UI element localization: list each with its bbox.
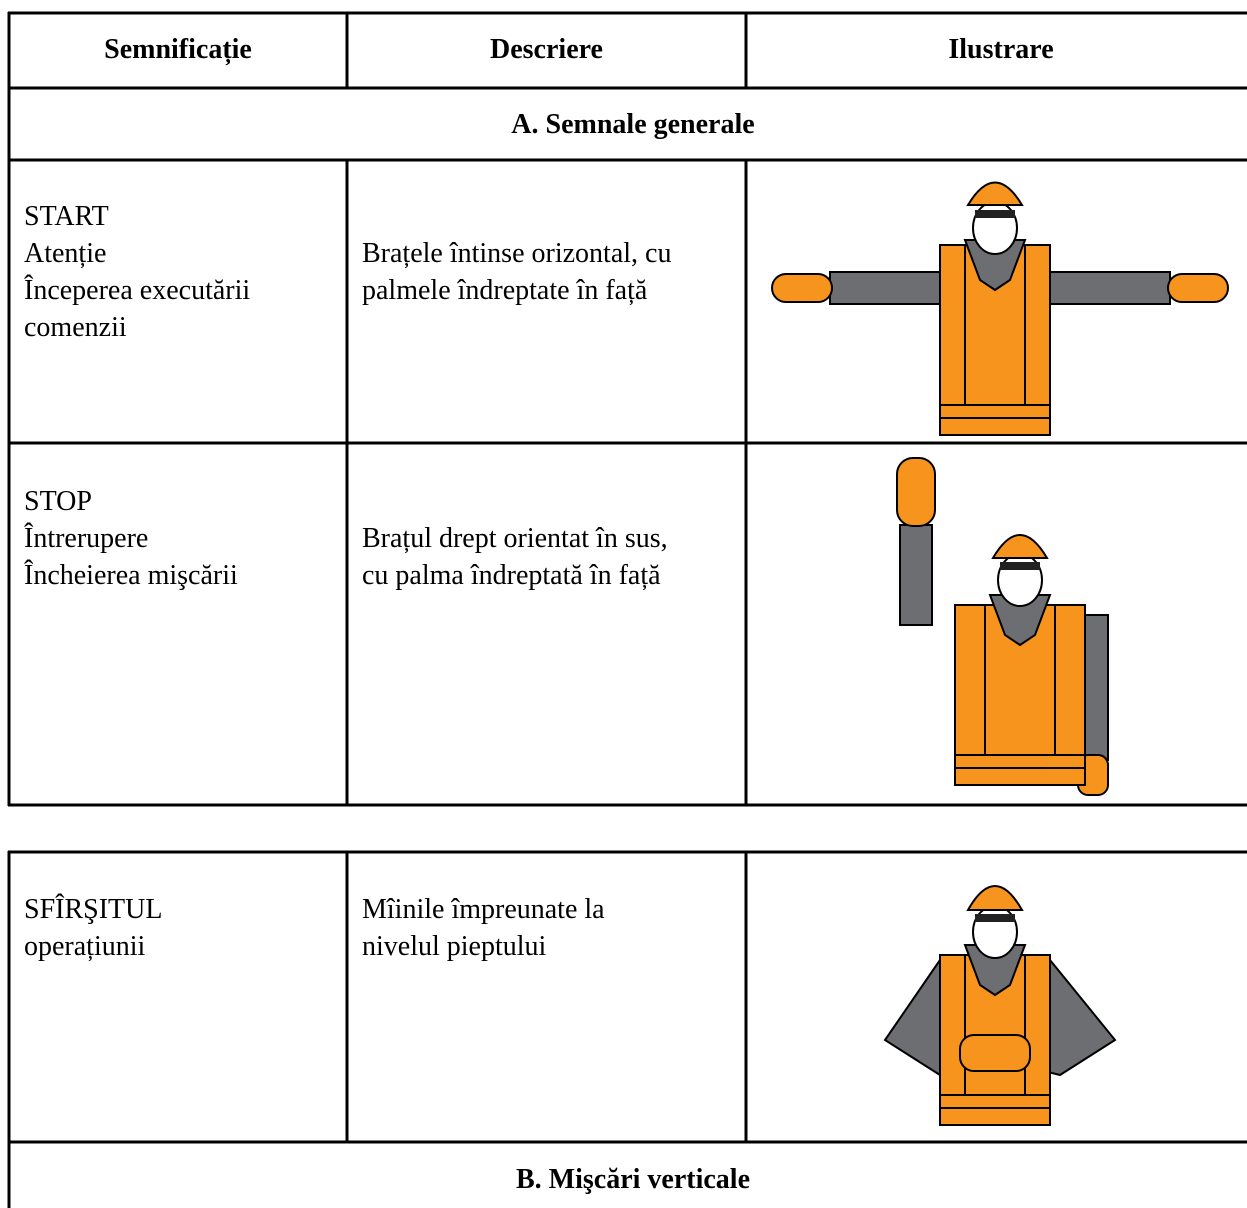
face: [972, 201, 1018, 255]
meaning: START: [24, 201, 109, 232]
face: [997, 553, 1043, 607]
illustration-start: [771, 181, 1229, 436]
hands: [959, 1034, 1031, 1072]
visor: [1000, 562, 1040, 570]
arm-up: [899, 524, 933, 626]
meaning: Începerea executării: [24, 275, 251, 306]
section-title: B. Mişcări verticale: [515, 1164, 750, 1195]
meaning: Încheierea mişcării: [24, 560, 238, 591]
header-cell: Ilustrare: [948, 34, 1054, 65]
glove: [1167, 273, 1229, 303]
meaning: STOP: [24, 486, 92, 517]
vest-stripes: [940, 245, 1050, 419]
glove: [896, 457, 936, 527]
helmet: [991, 534, 1049, 559]
collar: [988, 594, 1052, 647]
illustration-end: [883, 885, 1117, 1126]
description: cu palma îndreptată în față: [362, 560, 661, 591]
header-cell: Descriere: [490, 34, 603, 65]
helmet: [966, 181, 1024, 206]
meaning: Întrerupere: [24, 523, 149, 554]
meaning: Atenție: [24, 238, 107, 269]
description: Mîinile împreunate la: [362, 894, 605, 925]
meaning: operațiunii: [24, 931, 146, 962]
description: Brațele întinse orizontal, cu: [362, 238, 672, 269]
visor: [975, 210, 1015, 218]
illustration-stop: [896, 457, 1109, 796]
visor: [975, 914, 1015, 922]
table-borders: [7, 11, 1247, 1208]
face: [972, 905, 1018, 959]
helmet: [966, 885, 1024, 911]
vest-stripes: [955, 605, 1085, 769]
vest-stripes: [940, 955, 1050, 1109]
glove: [771, 273, 833, 303]
description: nivelul pieptului: [362, 931, 547, 962]
header-cell: Semnificație: [104, 34, 252, 65]
description: Brațul drept orientat în sus,: [362, 523, 668, 554]
meaning: SFÎRŞITUL: [24, 894, 163, 925]
meaning: comenzii: [24, 312, 127, 343]
description: palmele îndreptate în față: [362, 275, 648, 306]
section-title: A. Semnale generale: [511, 109, 755, 140]
